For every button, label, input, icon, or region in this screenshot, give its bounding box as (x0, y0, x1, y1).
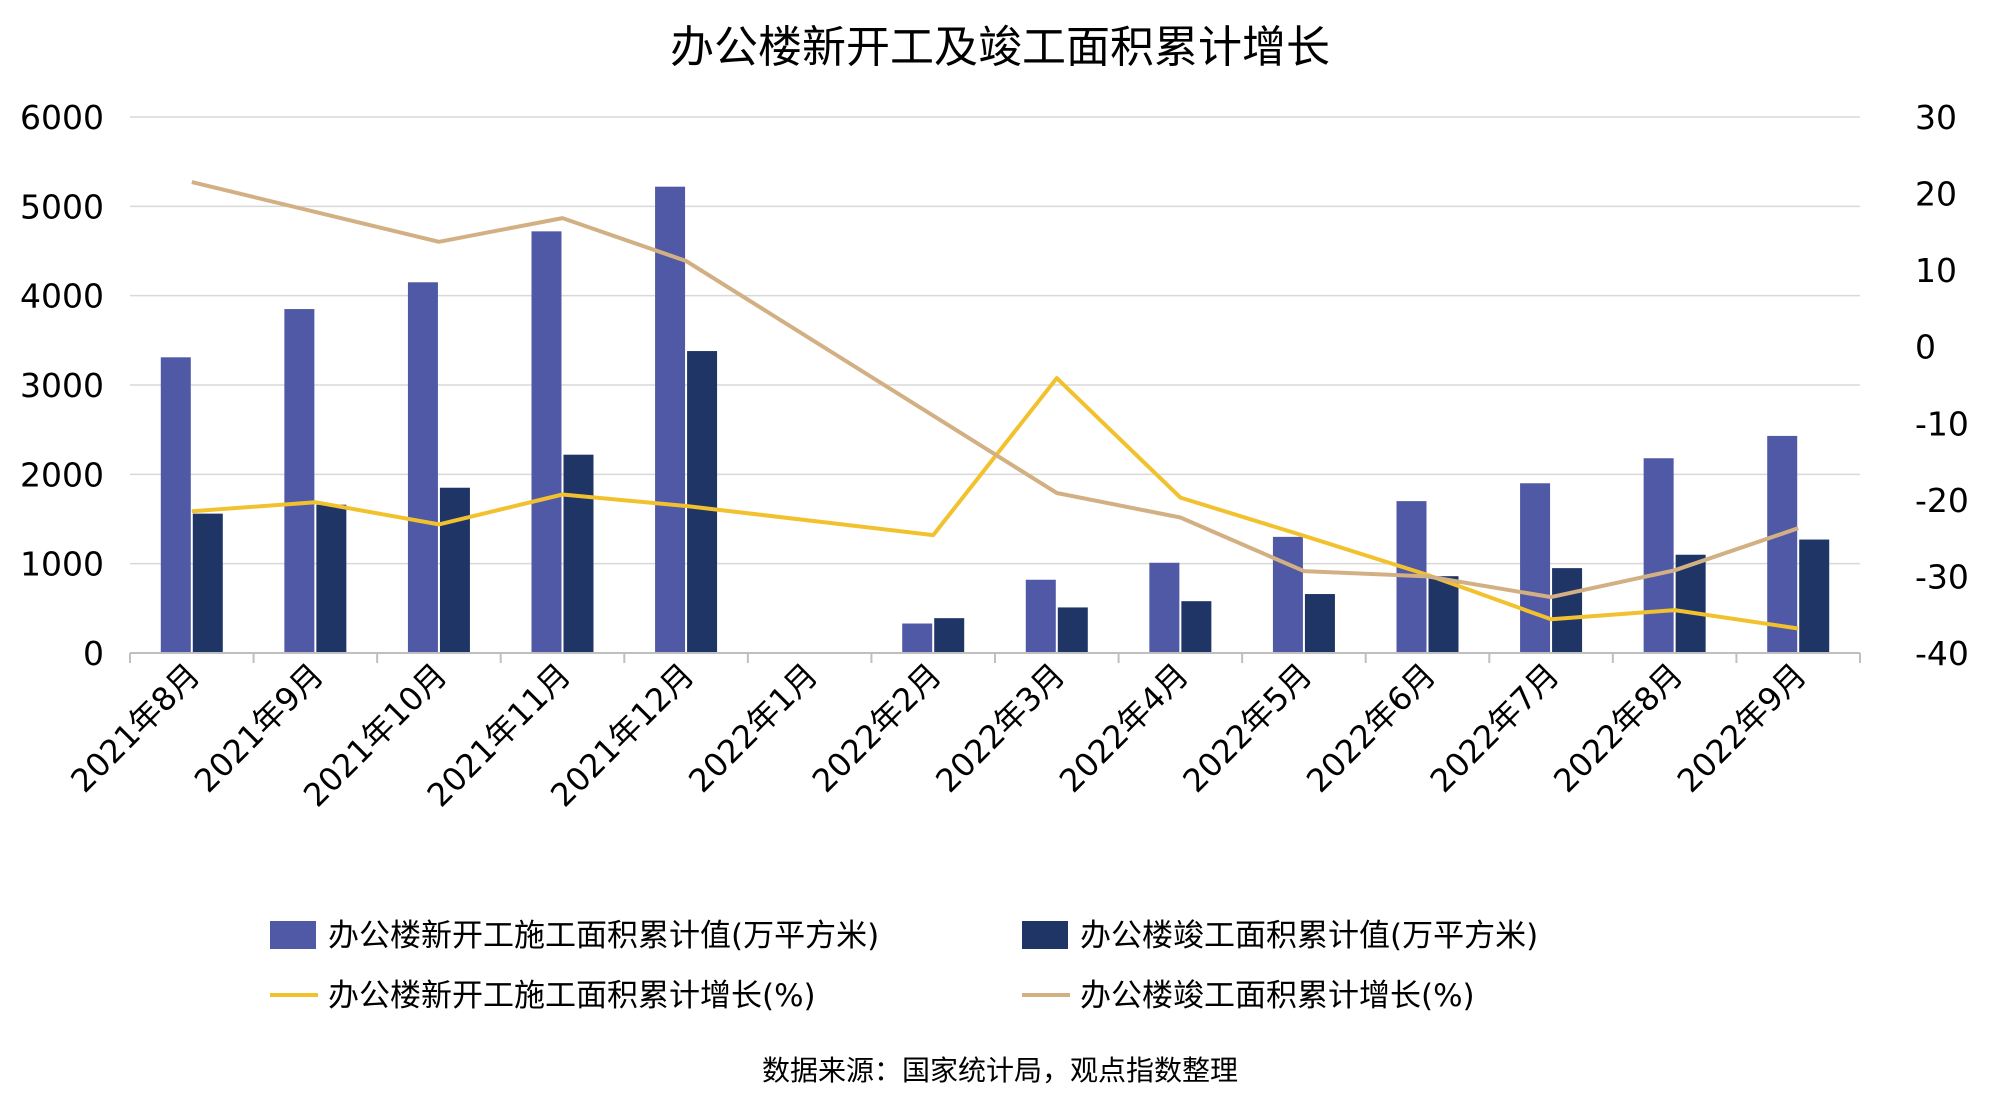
gridlines (130, 116, 1860, 565)
source-note: 数据来源：国家统计局，观点指数整理 (762, 1054, 1238, 1087)
y-axis-left: 0 1000 2000 3000 4000 5000 6000 (20, 98, 104, 673)
x-tick-label: 2022年3月 (928, 656, 1072, 800)
legend-label: 办公楼竣工面积累计增长(%) (1080, 978, 1475, 1014)
bar-new-start (1149, 562, 1180, 653)
x-axis: 2021年8月2021年9月2021年10月2021年11月2021年12月20… (63, 652, 1861, 814)
x-tick-label: 2021年8月 (63, 656, 207, 800)
bar-completed (687, 351, 718, 653)
x-tick-label: 2022年5月 (1175, 656, 1319, 800)
bar-new-start (1520, 483, 1551, 653)
legend-label: 办公楼新开工施工面积累计增长(%) (328, 978, 816, 1014)
y-left-tick-label: 4000 (20, 277, 104, 316)
chart-title: 办公楼新开工及竣工面积累计增长 (670, 22, 1330, 73)
y-right-tick-label: 30 (1915, 98, 1957, 137)
y-right-tick-label: -40 (1915, 634, 1969, 673)
bar-series (160, 186, 1830, 653)
y-right-tick-label: -20 (1915, 481, 1969, 520)
y-left-tick-label: 2000 (20, 455, 104, 494)
y-left-tick-label: 6000 (20, 98, 104, 137)
y-left-tick-label: 1000 (20, 545, 104, 584)
bar-completed (934, 618, 965, 653)
line-new-start-growth (191, 376, 1799, 631)
y-right-tick-label: -10 (1915, 404, 1969, 443)
bar-new-start (902, 623, 933, 653)
legend-label: 办公楼新开工施工面积累计值(万平方米) (328, 918, 879, 954)
bar-completed (316, 504, 347, 653)
bar-completed (1428, 576, 1459, 653)
y-axis-right: -40 -30 -20 -10 0 10 20 30 (1915, 98, 1969, 673)
y-right-tick-label: 20 (1915, 175, 1957, 214)
legend-label: 办公楼竣工面积累计值(万平方米) (1080, 918, 1538, 954)
bar-completed (192, 513, 223, 653)
x-tick-label: 2022年9月 (1670, 656, 1814, 800)
bar-new-start (1643, 458, 1674, 653)
bar-completed (439, 487, 470, 653)
bar-new-start (160, 357, 191, 653)
bar-completed (1304, 594, 1335, 653)
y-left-tick-label: 5000 (20, 187, 104, 226)
bar-completed (1552, 568, 1583, 653)
bar-completed (1057, 607, 1088, 653)
legend-swatch (270, 921, 316, 949)
bar-completed (1675, 554, 1706, 653)
bar-completed (563, 454, 594, 653)
legend-swatch (1022, 921, 1068, 949)
bar-new-start (407, 282, 438, 653)
y-right-tick-label: -30 (1915, 557, 1969, 596)
x-tick-label: 2022年7月 (1423, 656, 1567, 800)
x-tick-label: 2022年4月 (1052, 656, 1196, 800)
bar-new-start (1767, 435, 1798, 653)
y-left-tick-label: 3000 (20, 366, 104, 405)
bar-new-start (284, 309, 315, 653)
bar-completed (1799, 539, 1830, 653)
y-right-tick-label: 0 (1915, 328, 1936, 367)
line-series (191, 180, 1799, 631)
bar-new-start (655, 186, 686, 653)
legend: 办公楼新开工施工面积累计值(万平方米) 办公楼竣工面积累计值(万平方米) 办公楼新开… (270, 918, 1538, 1014)
bar-new-start (1272, 536, 1303, 653)
x-tick-label: 2022年6月 (1299, 656, 1443, 800)
line-completed-growth (191, 180, 1799, 600)
bar-new-start (1025, 579, 1056, 653)
bar-completed (1181, 601, 1212, 653)
y-right-tick-label: 10 (1915, 251, 1957, 290)
x-tick-label: 2022年8月 (1546, 656, 1690, 800)
x-tick-label: 2022年2月 (805, 656, 949, 800)
y-left-tick-label: 0 (83, 634, 104, 673)
bar-new-start (531, 231, 562, 653)
x-tick-label: 2022年1月 (681, 656, 825, 800)
